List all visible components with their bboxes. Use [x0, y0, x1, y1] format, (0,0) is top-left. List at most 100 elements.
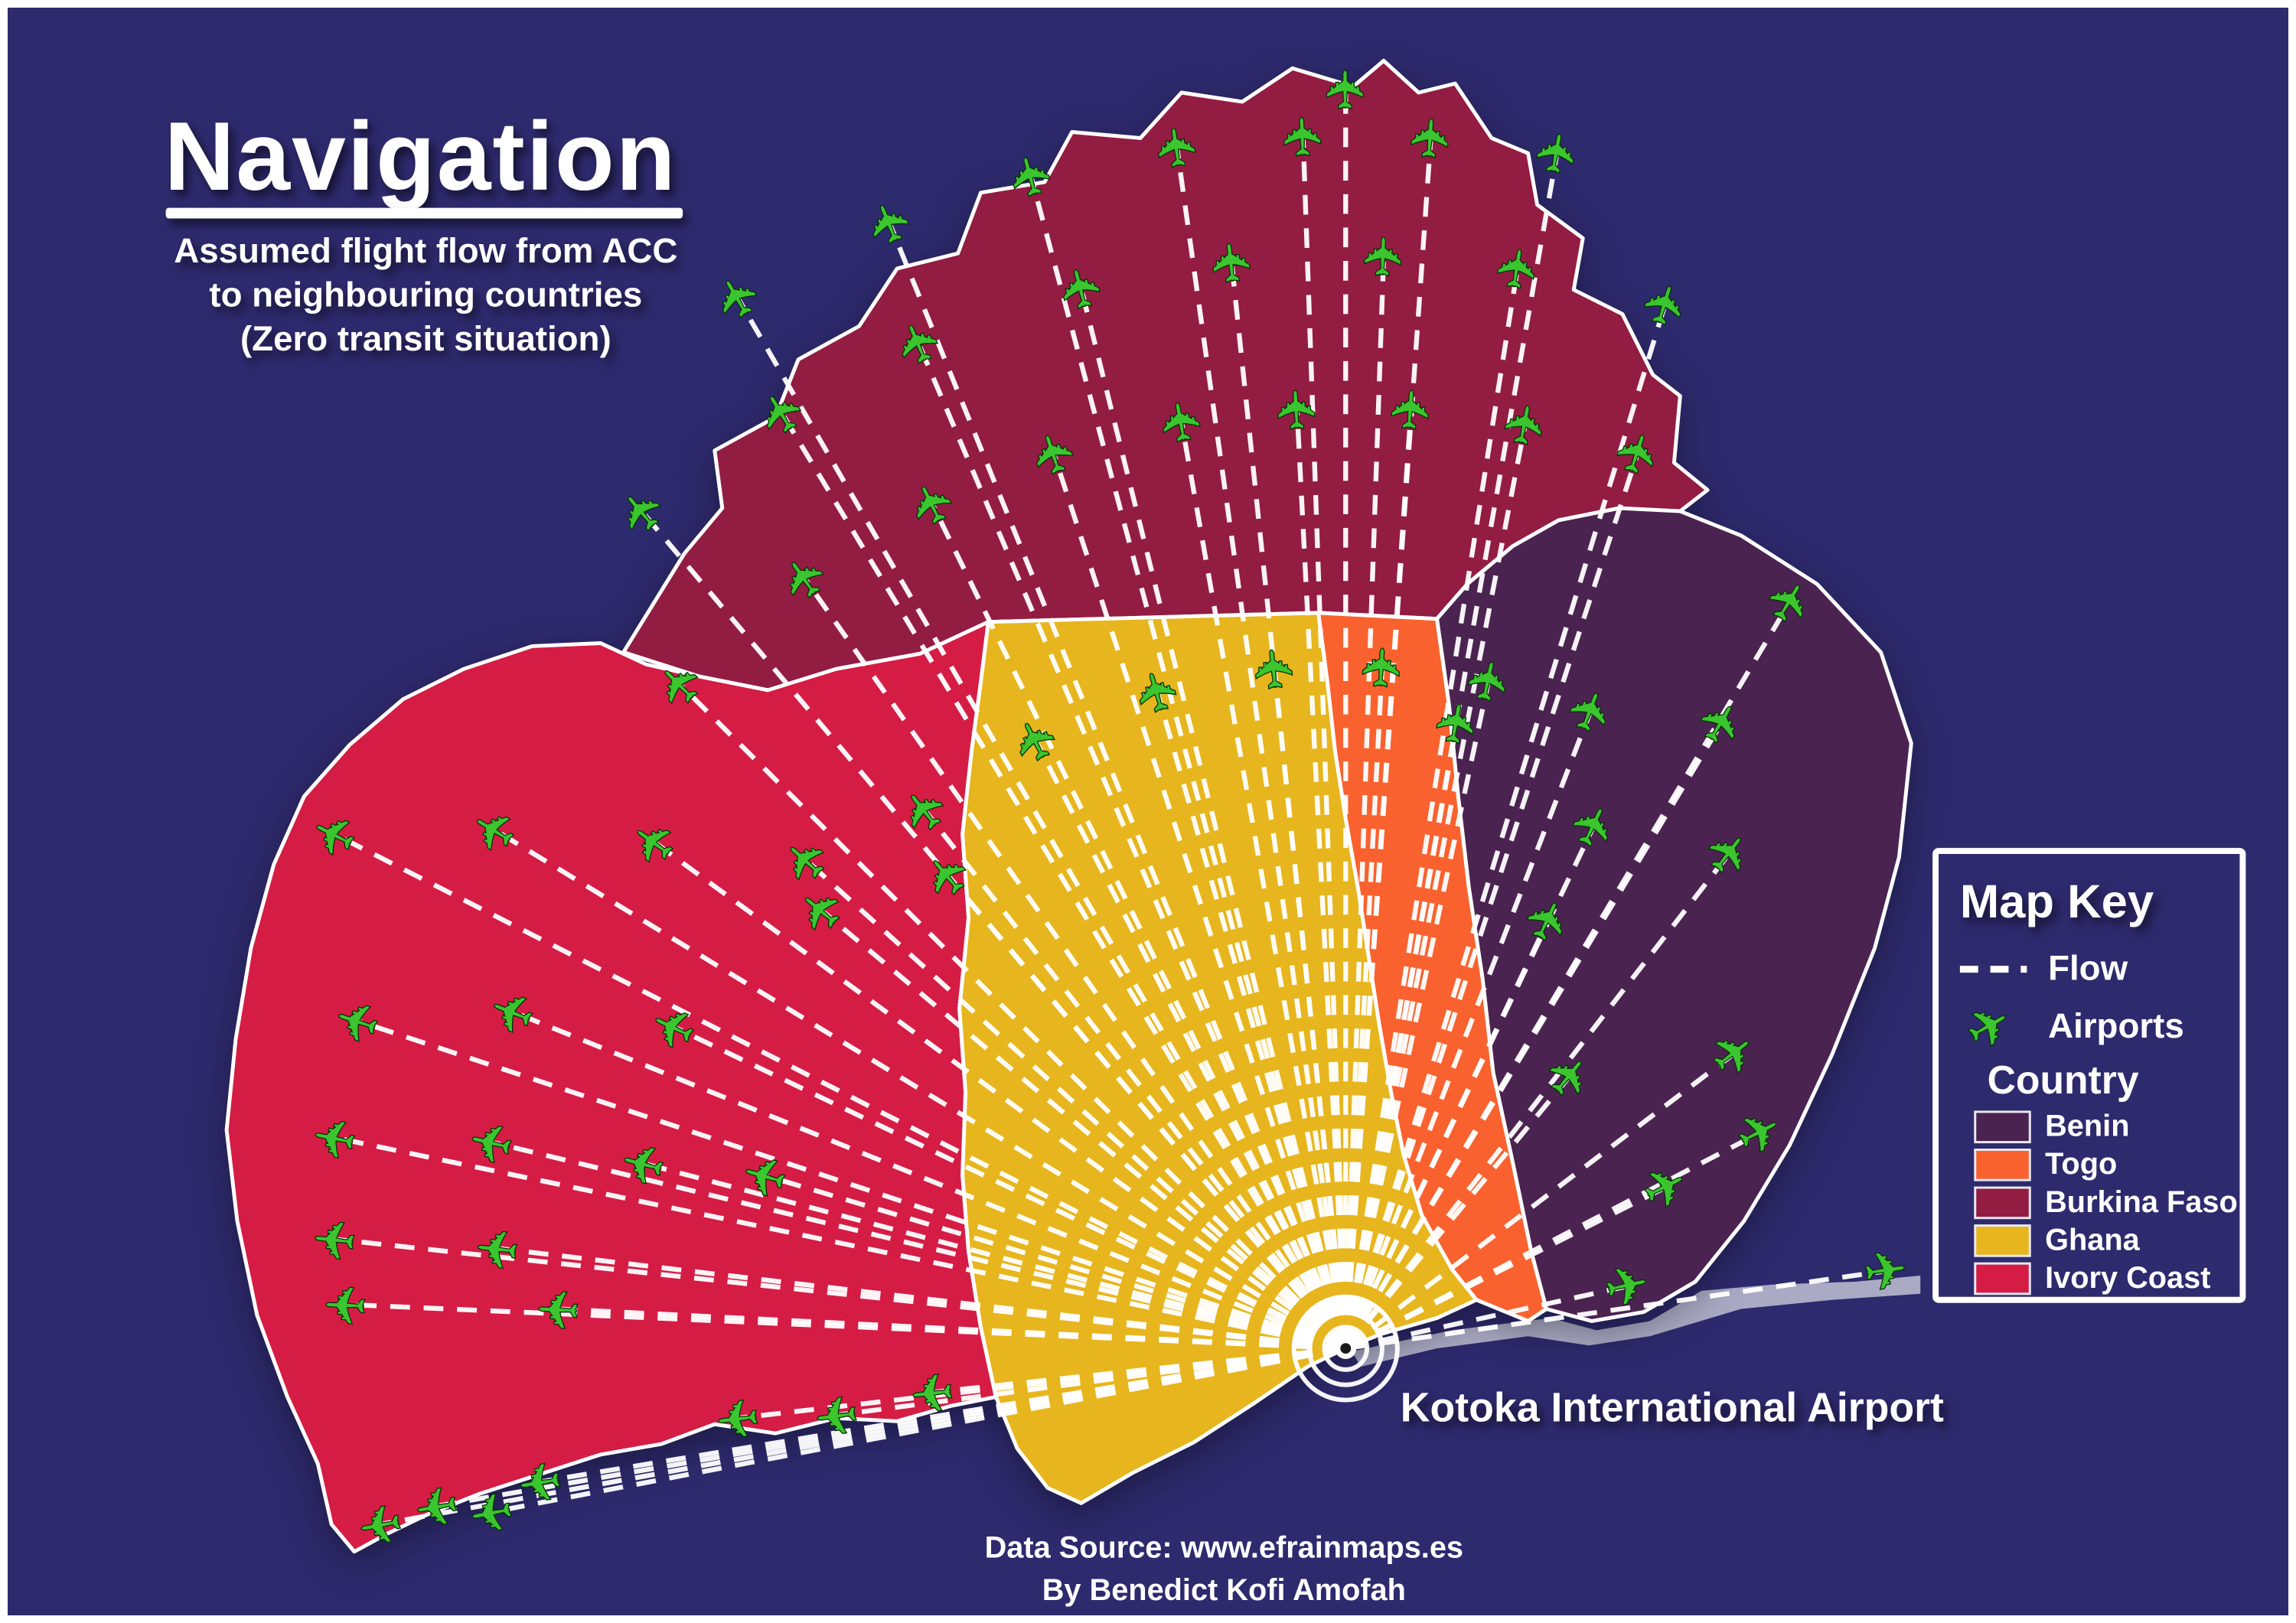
flow-line — [1033, 738, 1349, 1350]
flow-line — [1078, 287, 1349, 1349]
airport-plane-icon: ✈ — [1266, 386, 1329, 433]
map-canvas: ✈ ✈ ✈ ✈ ✈ ✈ ✈ ✈ ✈ ✈ ✈ ✈ ✈ ✈ ✈ ✈ ✈ ✈ ✈ ✈ ✈ ✈ ✈ ✈ ✈ ✈ ✈ ✈ ✈ ✈ ✈ ✈ ✈ ✈ ✈ ✈ ✈ ✈ ✈ ✈… — [8, 8, 2288, 1615]
flow-line — [1174, 146, 1349, 1349]
flow-line — [1154, 691, 1349, 1350]
flow-line — [1343, 680, 1492, 1349]
airport-plane-icon: ✈ — [1484, 243, 1551, 295]
flow-line — [1344, 1052, 1735, 1351]
subtitle-line-1: Assumed flight flow from ACC — [174, 231, 677, 270]
airport-plane-icon: ✈ — [1423, 697, 1490, 750]
airport-plane-icon: ✈ — [1399, 115, 1463, 162]
hub-ring-inner — [1322, 1325, 1370, 1372]
flow-line — [1343, 256, 1387, 1349]
flow-line — [1343, 852, 1731, 1351]
flow-line — [779, 411, 1348, 1350]
legend-country-heading: Country — [1988, 1058, 2139, 1102]
legend-country-label-burkina: Burkina Faso — [2045, 1185, 2238, 1219]
flow-line — [333, 832, 1347, 1351]
flow-line — [1343, 1075, 1571, 1351]
airport-plane-icon: ✈ — [472, 1216, 522, 1281]
footer-data-source: Data Source: www.efrainmaps.es — [985, 1531, 1463, 1565]
flow-line — [672, 1025, 1347, 1351]
flow-line — [1300, 136, 1349, 1349]
flow-line — [1343, 919, 1551, 1350]
flow-line — [511, 1009, 1347, 1351]
flow-line — [1343, 409, 1414, 1349]
flow-line — [497, 1246, 1346, 1351]
flow-line — [1343, 424, 1528, 1349]
map-key-legend: Map Key Flow ✈ Airports Country BeninTog… — [1932, 848, 2246, 1303]
header: Navigation Assumed flight flow from ACC … — [165, 102, 683, 358]
country-shape-ivory-coast — [224, 620, 998, 1554]
hub-ring-outer — [1291, 1294, 1400, 1403]
flow-lines-group — [333, 90, 1886, 1527]
legend-swatch-togo — [1974, 1149, 2031, 1181]
subtitle-line-3: (Zero transit situation) — [240, 319, 612, 358]
flow-line — [356, 1018, 1347, 1351]
flow-line — [539, 1346, 1346, 1484]
airport-plane-icon: ✈ — [514, 1449, 566, 1515]
flow-line — [922, 808, 1348, 1351]
flow-line — [1051, 452, 1349, 1350]
airport-plane-icon: ✈ — [713, 1386, 762, 1451]
subtitle-line-2: to neighbouring countries — [209, 275, 642, 314]
airport-plane-icon: ✈ — [1148, 395, 1215, 448]
flow-line — [1345, 1283, 1628, 1351]
legend-country-rows: Benin Togo Burkina Faso Ghana Ivory Coast — [1974, 1110, 2238, 1295]
flow-line — [642, 1161, 1347, 1351]
flow-line — [931, 1346, 1346, 1395]
airport-plane-icon: ✈ — [464, 1478, 518, 1546]
flow-line — [1343, 710, 1593, 1350]
flow-line — [819, 908, 1348, 1351]
airport-plane-icon: ✈ — [605, 475, 679, 547]
airport-plane-icon: ✈ — [1524, 127, 1591, 180]
flow-line — [1343, 722, 1724, 1350]
airport-plane-icon: ✈ — [1199, 238, 1264, 287]
airport-plane-icon: ✈ — [1242, 644, 1307, 693]
flow-line — [735, 295, 1349, 1350]
legend-flow-label: Flow — [2048, 949, 2128, 988]
airport-plane-icon: ✈ — [1272, 114, 1334, 159]
legend-swatch-ghana — [1974, 1224, 2031, 1257]
airport-plane-icon: ✈ — [1629, 275, 1700, 334]
airport-plane-icon: ✈ — [1379, 386, 1443, 433]
flow-line — [1343, 825, 1596, 1350]
flow-line — [652, 839, 1348, 1351]
footer: Data Source: www.efrainmaps.es By Benedi… — [985, 1531, 1463, 1607]
flow-line — [802, 576, 1348, 1350]
legend-country-label-ghana: Ghana — [2045, 1223, 2141, 1256]
flow-line — [1343, 722, 1459, 1349]
flow-line — [1179, 421, 1349, 1349]
flow-line — [804, 858, 1348, 1351]
flow-line — [1344, 1130, 1761, 1351]
coastline-east — [1352, 1276, 1921, 1367]
flow-line — [1343, 452, 1640, 1350]
legend-swatch-burkina — [1974, 1186, 2031, 1220]
hub-airport-label: Kotoka International Airport — [1401, 1385, 1944, 1430]
airport-plane-icon: ✈ — [1352, 233, 1414, 279]
airport-plane-icon: ✈ — [1144, 122, 1210, 173]
footer-author: By Benedict Kofi Amofah — [1042, 1573, 1406, 1607]
navigation-map: ✈✈✈✈✈ ✈ ✈ ✈✈✈✈✈ ✈ ✈ ✈✈✈✈✈✈✈ ✈ ✈ ✈ ✈✈✈✈✈ ✈ ✈ ✈ ✈✈ ✈ ✈ ✈ ✈✈ ✈… — [165, 58, 2246, 1607]
airport-plane-icon: ✈ — [1316, 68, 1376, 111]
flow-line — [1294, 409, 1349, 1349]
legend-title: Map Key — [1960, 875, 2154, 928]
flow-line — [334, 1135, 1346, 1351]
flow-line — [1343, 667, 1385, 1349]
flow-line — [1345, 1268, 1886, 1351]
hub-dot-center — [1340, 1343, 1352, 1354]
flow-line — [1343, 601, 1792, 1350]
flow-line — [887, 222, 1349, 1350]
flow-line — [1343, 304, 1668, 1350]
airport-plane-icon: ✈ — [322, 1273, 368, 1335]
flow-line — [764, 1173, 1347, 1351]
flow-line — [380, 1346, 1346, 1527]
legend-country-label-ivory: Ivory Coast — [2045, 1261, 2210, 1295]
flow-line — [677, 682, 1348, 1351]
flow-line — [1344, 1185, 1666, 1351]
airport-plane-icon: ✈ — [535, 1278, 582, 1341]
airport-plane-icon: ✈ — [310, 1207, 360, 1272]
airport-plane-icon: ✈ — [700, 263, 775, 331]
hub-marker — [1291, 1294, 1400, 1403]
